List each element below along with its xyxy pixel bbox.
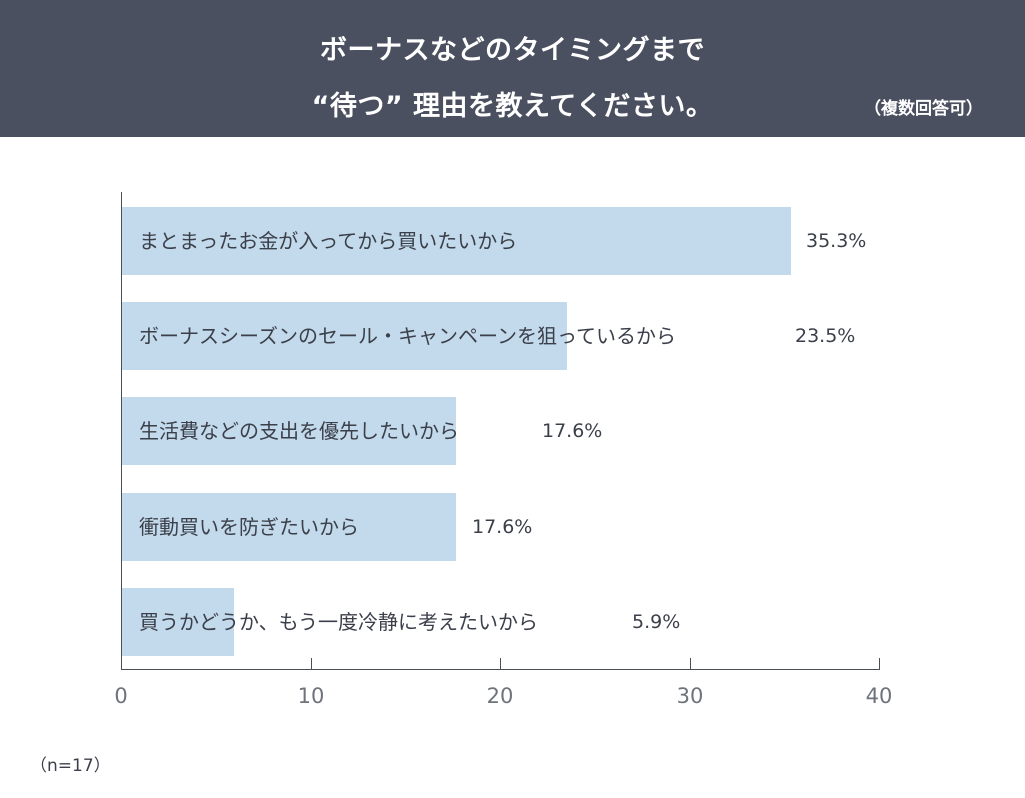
x-tick-label: 30: [676, 684, 704, 708]
bar-category-label: 買うかどうか、もう一度冷静に考えたいから: [139, 610, 538, 634]
bar-value-label: 17.6%: [542, 420, 603, 442]
x-tick-mark: [690, 658, 691, 670]
x-tick-label: 10: [297, 684, 325, 708]
chart-title-line-2: “待つ” 理由を教えてください。: [311, 91, 714, 122]
bar-value-label: 35.3%: [806, 230, 867, 252]
chart-title-line-1: ボーナスなどのタイミングまで: [320, 35, 705, 66]
sample-size: （n=17）: [30, 756, 111, 776]
x-tick-mark: [879, 658, 880, 670]
bar-category-label: ボーナスシーズンのセール・キャンペーンを狙っているから: [139, 324, 676, 348]
bar: [122, 588, 234, 656]
bar: [122, 302, 568, 370]
x-tick-mark: [311, 658, 312, 670]
x-tick-label: 40: [865, 684, 893, 708]
x-tick-label: 0: [114, 684, 128, 708]
multiple-answer-note: （複数回答可）: [864, 99, 983, 119]
bar-value-label: 23.5%: [795, 325, 856, 347]
x-tick-label: 20: [486, 684, 514, 708]
bar-value-label: 17.6%: [472, 516, 533, 538]
bar: [122, 397, 456, 465]
bar-value-label: 5.9%: [632, 611, 681, 633]
bar-category-label: 衝動買いを防ぎたいから: [139, 515, 359, 539]
chart-header: ボーナスなどのタイミングまで “待つ” 理由を教えてください。 （複数回答可）: [0, 0, 1025, 137]
bar: [122, 207, 791, 275]
bar-category-label: まとまったお金が入ってから買いたいから: [139, 229, 518, 253]
x-tick-mark: [500, 658, 501, 670]
bar: [122, 493, 456, 561]
bar-category-label: 生活費などの支出を優先したいから: [139, 419, 459, 443]
y-axis: [121, 192, 122, 670]
